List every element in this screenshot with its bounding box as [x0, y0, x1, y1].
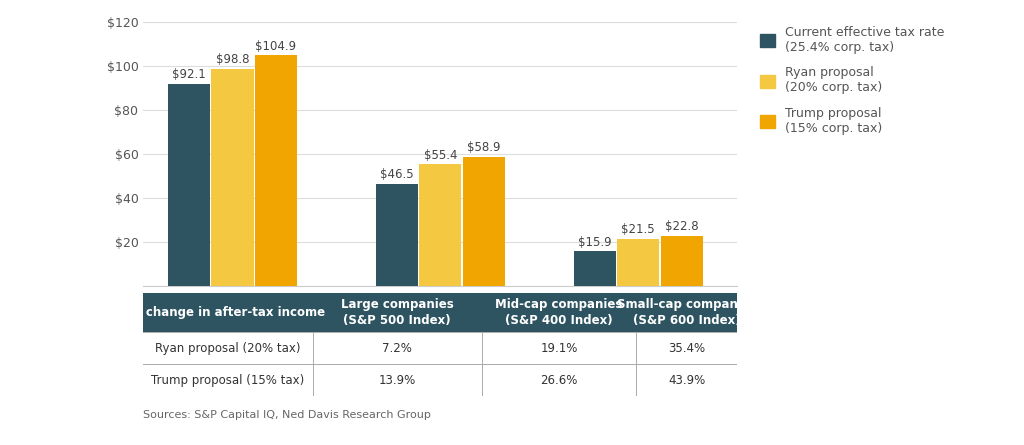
Text: $22.8: $22.8	[665, 220, 698, 233]
Text: Trump proposal (15% tax): Trump proposal (15% tax)	[152, 374, 304, 387]
Bar	[660, 236, 702, 286]
Text: $98.8: $98.8	[216, 53, 249, 66]
Bar	[617, 239, 659, 286]
Text: $104.9: $104.9	[255, 40, 297, 53]
Text: 19.1%: 19.1%	[541, 342, 578, 355]
Text: Small-cap companies
(S&P 600 Index): Small-cap companies (S&P 600 Index)	[616, 298, 757, 327]
Text: $46.5: $46.5	[380, 168, 414, 181]
Text: % change in after-tax income: % change in after-tax income	[130, 306, 326, 319]
Text: $15.9: $15.9	[578, 235, 611, 248]
Bar	[376, 184, 418, 286]
Text: $55.4: $55.4	[424, 149, 457, 162]
Text: Ryan proposal (20% tax): Ryan proposal (20% tax)	[156, 342, 301, 355]
Text: Large companies
(S&P 500 Index): Large companies (S&P 500 Index)	[341, 298, 454, 327]
Text: 35.4%: 35.4%	[669, 342, 706, 355]
Text: Sources: S&P Capital IQ, Ned Davis Research Group: Sources: S&P Capital IQ, Ned Davis Resea…	[143, 410, 431, 420]
Text: 43.9%: 43.9%	[669, 374, 706, 387]
Bar	[143, 293, 737, 332]
Text: Mid-cap companies
(S&P 400 Index): Mid-cap companies (S&P 400 Index)	[496, 298, 623, 327]
Text: 7.2%: 7.2%	[382, 342, 413, 355]
Text: 26.6%: 26.6%	[541, 374, 578, 387]
Bar	[419, 164, 462, 286]
Text: $21.5: $21.5	[622, 223, 655, 236]
Text: $58.9: $58.9	[467, 141, 501, 154]
Bar	[168, 84, 210, 286]
Bar	[463, 157, 505, 286]
Text: 13.9%: 13.9%	[379, 374, 416, 387]
Legend: Current effective tax rate
(25.4% corp. tax), Ryan proposal
(20% corp. tax), Tru: Current effective tax rate (25.4% corp. …	[754, 20, 950, 141]
Bar	[573, 251, 615, 286]
Bar	[211, 69, 254, 286]
Text: $92.1: $92.1	[172, 68, 206, 81]
Bar	[255, 56, 297, 286]
